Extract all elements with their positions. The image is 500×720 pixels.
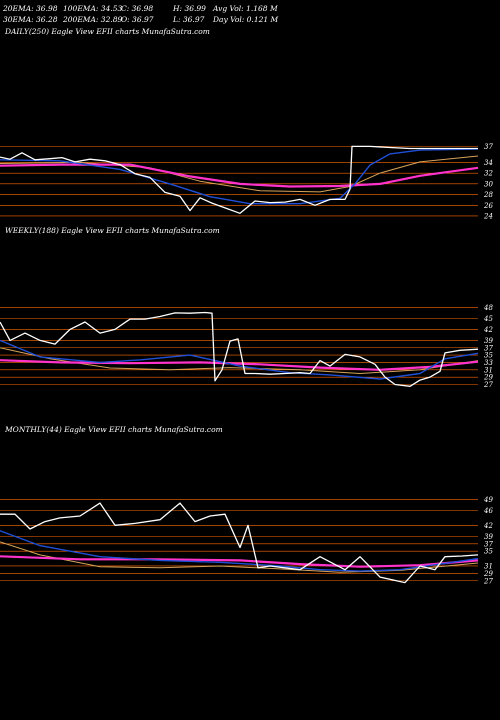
series-ema-pink-line xyxy=(0,555,479,568)
y-tick-label: 39 xyxy=(484,337,493,345)
series-ema-pink-line xyxy=(0,359,479,371)
y-tick-label: 48 xyxy=(483,304,493,312)
y-tick-label: 33 xyxy=(484,359,493,367)
y-tick-label: 34 xyxy=(484,159,493,167)
monthly-panel-title: MONTHLY(44) Eagle View EFII charts Munaf… xyxy=(5,425,223,434)
y-tick-label: 37 xyxy=(484,540,493,548)
chart-panel-0: 37 34 32 30 28 26 24 xyxy=(0,143,493,220)
y-tick-label: 31 xyxy=(484,366,493,374)
series-ema-fast-line xyxy=(0,530,479,572)
y-tick-label: 29 xyxy=(483,570,493,578)
y-tick-label: 28 xyxy=(483,191,493,199)
header-20ema: 20EMA: 36.98 xyxy=(3,4,58,13)
y-tick-label: 39 xyxy=(484,533,493,541)
y-tick-label: 45 xyxy=(483,315,493,323)
y-tick-label: 32 xyxy=(484,170,493,178)
y-tick-label: 29 xyxy=(483,374,493,382)
y-tick-label: 27 xyxy=(483,381,493,389)
header-30ema: 30EMA: 36.28 xyxy=(3,15,58,24)
weekly-panel-title: WEEKLY(188) Eagle View EFII charts Munaf… xyxy=(5,226,220,235)
series-ema-pink-line xyxy=(0,163,479,188)
header-low: L: 36.97 xyxy=(173,15,205,24)
header-close: C: 36.98 xyxy=(121,4,154,13)
y-tick-label: 49 xyxy=(483,496,493,504)
y-tick-label: 42 xyxy=(483,326,493,334)
y-tick-label: 37 xyxy=(484,344,493,352)
y-tick-label: 35 xyxy=(484,352,493,360)
series-price-line xyxy=(0,311,479,387)
y-tick-label: 37 xyxy=(484,143,493,151)
daily-panel-title: DAILY(250) Eagle View EFII charts Munafa… xyxy=(5,27,210,36)
header-day-vol: Day Vol: 0.121 M xyxy=(213,15,279,24)
y-tick-label: 26 xyxy=(483,202,493,210)
series-ema-fast-line xyxy=(0,339,479,380)
header-200ema: 200EMA: 32.89 xyxy=(63,15,123,24)
y-tick-label: 31 xyxy=(484,562,493,570)
y-tick-label: 27 xyxy=(483,577,493,585)
series-ema-fast-line xyxy=(0,148,479,205)
y-tick-label: 35 xyxy=(484,548,493,556)
series-price-line xyxy=(0,502,479,584)
header-100ema: 100EMA: 34.53 xyxy=(63,4,123,13)
header-open: O: 36.97 xyxy=(121,15,154,24)
y-tick-label: 24 xyxy=(483,212,493,220)
header-high: H: 36.99 xyxy=(173,4,206,13)
y-tick-label: 46 xyxy=(483,507,493,515)
y-tick-label: 42 xyxy=(483,522,493,530)
y-tick-label: 30 xyxy=(484,180,493,188)
series-price-line xyxy=(0,145,478,214)
header-avg-vol: Avg Vol: 1.168 M xyxy=(213,4,278,13)
